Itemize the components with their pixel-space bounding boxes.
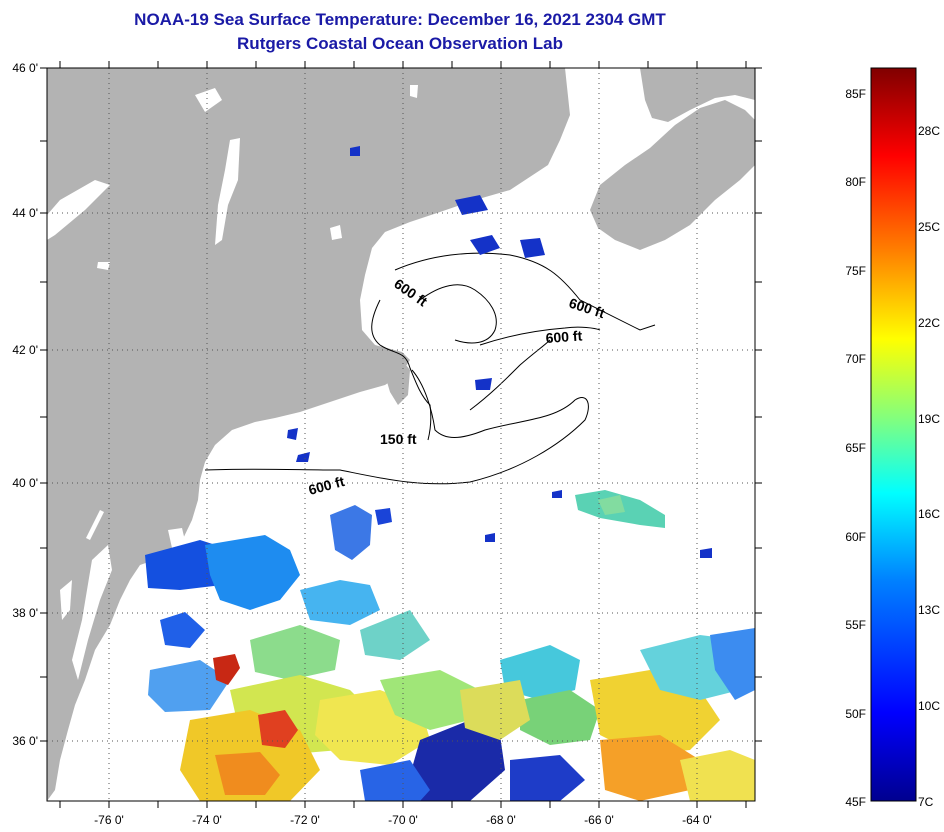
cb-f-70: 70F — [845, 352, 866, 366]
map-title: NOAA-19 Sea Surface Temperature: Decembe… — [134, 10, 666, 29]
cb-c-19: 19C — [918, 412, 940, 426]
cb-f-75: 75F — [845, 264, 866, 278]
cb-f-65: 65F — [845, 441, 866, 455]
cb-c-16: 16C — [918, 507, 940, 521]
cb-c-13: 13C — [918, 603, 940, 617]
lon-label-74: -74 0' — [192, 813, 222, 827]
cb-f-55: 55F — [845, 618, 866, 632]
land-mainland — [47, 68, 570, 801]
graticule — [47, 68, 755, 801]
lat-label-46: 46 0' — [12, 61, 38, 75]
cb-c-25: 25C — [918, 220, 940, 234]
cb-f-45: 45F — [845, 795, 866, 809]
lat-label-40: 40 0' — [12, 476, 38, 490]
lat-label-36: 36 0' — [12, 734, 38, 748]
cb-f-85: 85F — [845, 87, 866, 101]
cb-f-50: 50F — [845, 707, 866, 721]
lon-label-68: -68 0' — [486, 813, 516, 827]
cb-f-80: 80F — [845, 175, 866, 189]
lon-label-76: -76 0' — [94, 813, 124, 827]
map-subtitle: Rutgers Coastal Ocean Observation Lab — [237, 34, 563, 53]
cb-c-22: 22C — [918, 316, 940, 330]
land-nova-scotia — [590, 100, 755, 250]
lon-label-72: -72 0' — [290, 813, 320, 827]
lat-label-42: 42 0' — [12, 343, 38, 357]
contour-label-150ft: 150 ft — [380, 431, 417, 447]
contour-label-600ft-c: 600 ft — [545, 327, 583, 346]
colorbar: 85F 80F 75F 70F 65F 60F 55F 50F 45F 28C … — [845, 67, 940, 809]
map-frame — [46, 67, 756, 802]
lon-label-64: -64 0' — [682, 813, 712, 827]
lon-label-66: -66 0' — [584, 813, 614, 827]
lon-label-70: -70 0' — [388, 813, 418, 827]
cb-c-28: 28C — [918, 124, 940, 138]
cb-f-60: 60F — [845, 530, 866, 544]
colorbar-gradient — [870, 67, 917, 802]
map-area — [47, 68, 755, 801]
lat-label-38: 38 0' — [12, 606, 38, 620]
sst-cloud-free-patches — [145, 146, 755, 801]
lat-label-44: 44 0' — [12, 206, 38, 220]
cb-c-7: 7C — [918, 795, 934, 809]
cb-c-10: 10C — [918, 699, 940, 713]
